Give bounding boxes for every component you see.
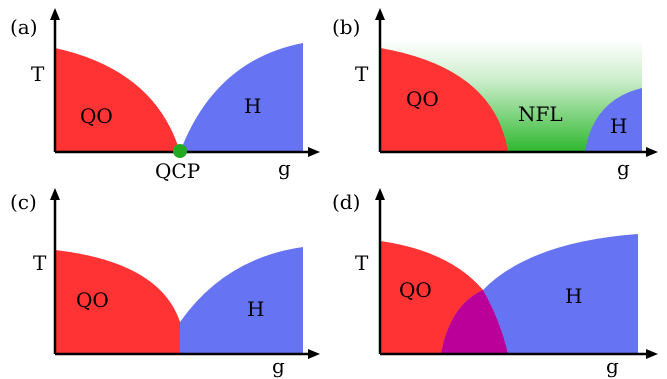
panel-b-y-axis-label: T	[355, 62, 369, 86]
panel-a: (a) T g QO H QCP	[10, 8, 320, 183]
panel-d-x-axis-label: g	[606, 354, 619, 378]
panel-c-h-label: H	[247, 297, 264, 321]
panel-a-label: (a)	[10, 15, 38, 39]
panel-c-y-axis-label: T	[33, 251, 47, 275]
panel-a-y-arrowhead	[50, 8, 60, 20]
panel-c-qo-label: QO	[76, 288, 109, 312]
panel-b-h-label: H	[610, 114, 627, 138]
panel-b: (b) T g QO NFL H	[332, 8, 658, 180]
panel-c-y-arrowhead	[50, 188, 60, 200]
panel-b-qo-label: QO	[406, 87, 439, 111]
panel-a-h-region	[180, 43, 303, 152]
panel-d-label: (d)	[332, 190, 360, 214]
panel-b-x-arrowhead	[646, 147, 658, 157]
panel-d-qo-label: QO	[399, 278, 432, 302]
panel-b-y-arrowhead	[375, 8, 385, 20]
panel-b-x-axis-label: g	[617, 156, 630, 180]
panel-c-h-region	[180, 247, 303, 354]
panel-d-x-arrowhead	[646, 349, 658, 359]
panel-a-h-label: H	[244, 94, 261, 118]
panel-a-qo-region	[55, 48, 180, 152]
panel-a-y-axis-label: T	[31, 62, 45, 86]
panel-d-h-label: H	[565, 284, 582, 308]
panel-a-qcp-dot	[173, 144, 187, 158]
panel-a-qo-label: QO	[80, 104, 113, 128]
panel-d: (d) T g QO H	[332, 188, 658, 378]
panel-b-qo-region	[380, 48, 508, 152]
panel-a-x-arrowhead	[308, 147, 320, 157]
panel-c-label: (c)	[10, 190, 37, 214]
panel-a-qcp-label: QCP	[155, 159, 200, 183]
panel-c: (c) T g QO H	[10, 188, 320, 378]
panel-c-x-arrowhead	[308, 349, 320, 359]
panel-c-qo-region	[55, 250, 180, 354]
panel-c-x-axis-label: g	[272, 354, 285, 378]
panel-d-y-axis-label: T	[355, 251, 369, 275]
panel-d-overlap-region	[441, 290, 508, 354]
panel-a-x-axis-label: g	[278, 156, 291, 180]
panel-b-nfl-label: NFL	[518, 102, 563, 126]
panel-b-label: (b)	[332, 15, 360, 39]
panel-b-h-region	[585, 88, 642, 152]
panel-d-y-arrowhead	[375, 188, 385, 200]
